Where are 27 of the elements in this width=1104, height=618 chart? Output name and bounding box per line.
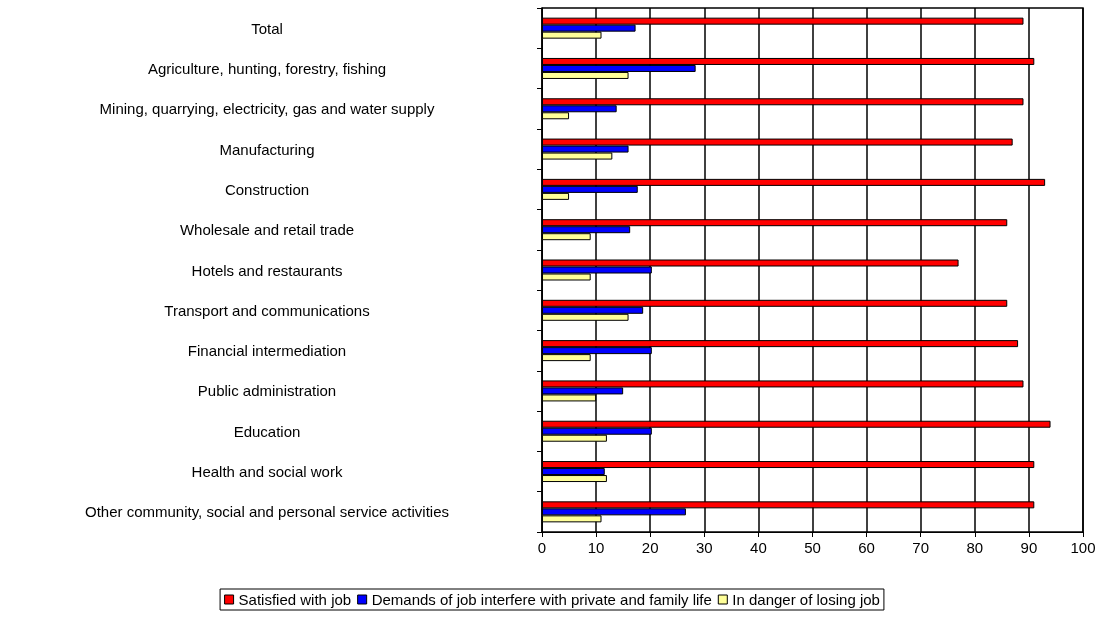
x-tick-label: 80 [966,539,984,556]
y-tick-label: Manufacturing [219,140,315,158]
y-tick-label: Financial intermediation [187,342,347,360]
y-tick-label: Total [251,19,283,37]
legend-label: Demands of job interfere with private and family life [371,591,712,608]
x-tick-label: 100 [1070,539,1096,556]
y-tick-label: Other community, social and personal service activities [84,503,450,521]
x-tick-label: 70 [912,539,930,556]
legend-label: Satisfied with job [238,591,352,608]
x-tick-label: 20 [641,539,659,556]
x-tick-label: 30 [695,539,713,556]
legend-label: In danger of losing job [732,591,880,608]
x-tick-label: 60 [858,539,875,556]
x-tick-label: 40 [750,539,767,556]
y-tick-label: Transport and communications [164,301,370,319]
y-tick-label: Hotels and restaurants [191,261,343,279]
y-tick-label: Wholesale and retail trade [179,221,355,239]
y-tick-label: Education [233,422,301,440]
x-tick-label: 50 [804,539,821,556]
x-tick-label: 90 [1020,539,1038,556]
x-tick-label: 10 [587,539,605,556]
y-tick-label: Agriculture, hunting, forestry, fishing [147,59,387,77]
x-tick-label: 0 [537,539,547,556]
y-tick-label: Public administration [197,382,337,400]
y-tick-label: Construction [224,180,310,198]
y-tick-label: Health and social work [191,463,343,481]
y-tick-label: Mining, quarrying, electricity, gas and water supply [99,100,435,118]
